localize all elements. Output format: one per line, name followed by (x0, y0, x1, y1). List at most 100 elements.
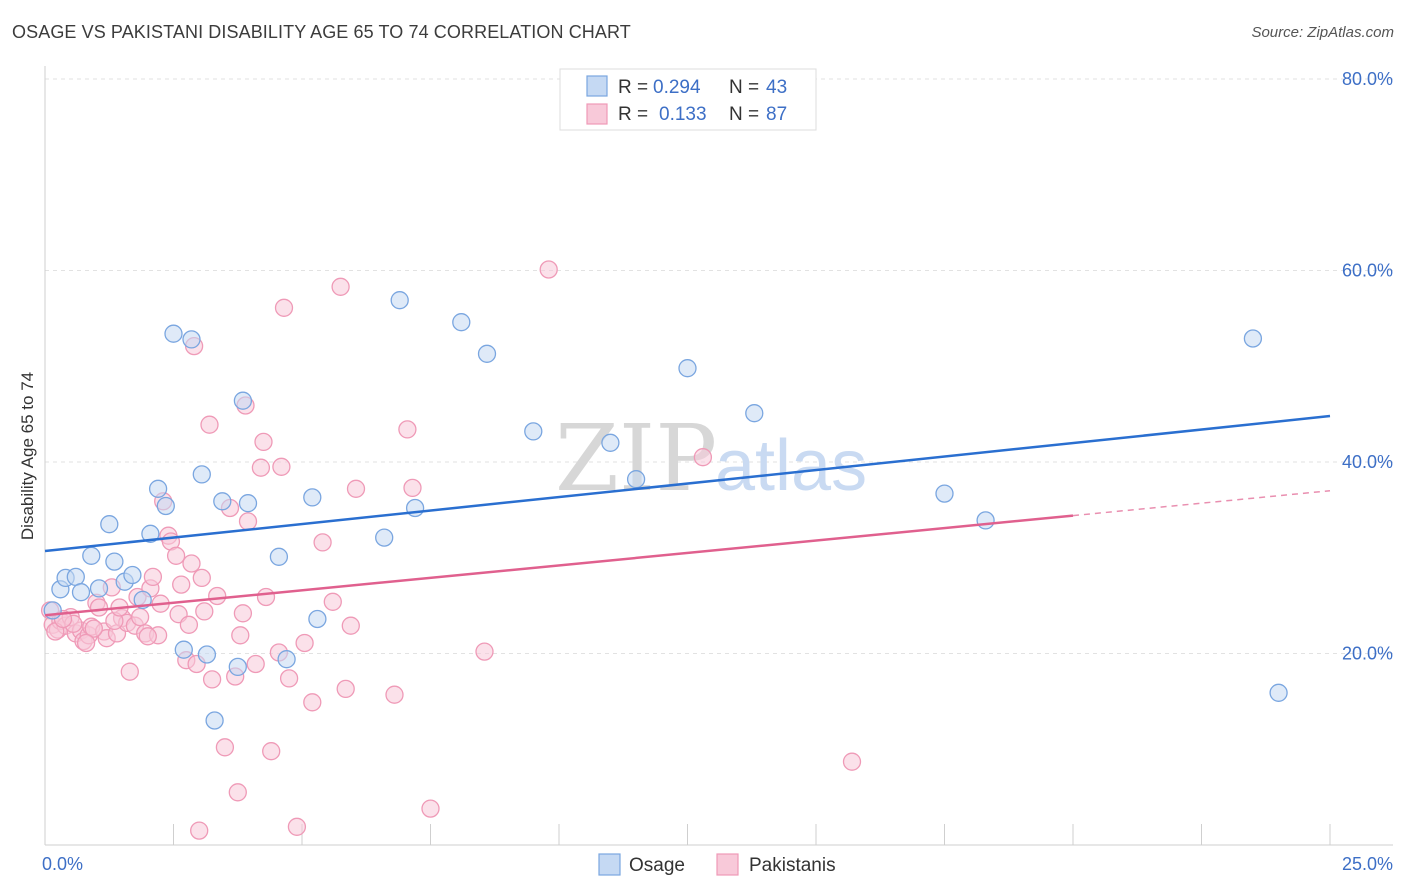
pakistanis-trend-extension (1072, 489, 1331, 517)
osage-point (390, 291, 409, 310)
osage-point (269, 547, 289, 566)
osage-point (148, 479, 168, 498)
pakistanis-point (182, 554, 201, 573)
osage-point (303, 488, 322, 507)
pakistanis-point (208, 586, 227, 606)
pakistanis-point (172, 575, 191, 594)
legend-pakistanis-r-value: 0.133 (659, 104, 707, 125)
pakistanis-point (215, 738, 235, 757)
osage-point (228, 657, 247, 677)
series-legend: Osage Pakistanis (598, 853, 836, 876)
y-axis-label: Disability Age 65 to 74 (18, 372, 37, 540)
legend: R = 0.294 N = 43 R = 0.133 N = 87 (559, 68, 817, 131)
pakistanis-point (228, 783, 247, 802)
pakistanis-point (295, 633, 314, 653)
pakistanis-point (279, 669, 299, 688)
series-legend-osage-swatch (598, 853, 621, 876)
pakistanis-point (76, 633, 96, 653)
osage-point (452, 313, 471, 332)
gridlines (45, 78, 1393, 654)
pakistanis-point (313, 533, 332, 552)
osage-point (524, 422, 543, 441)
pakistanis-point (166, 546, 186, 565)
osage-point (141, 524, 160, 543)
osage-point (66, 567, 85, 587)
watermark-atlas: atlas (715, 426, 867, 506)
y-tick-label: 40.0% (1342, 452, 1393, 472)
pakistanis-point (143, 567, 163, 587)
osage-point (182, 330, 201, 349)
osage-point (71, 583, 91, 602)
pakistanis-point (190, 821, 209, 840)
osage-point (477, 344, 497, 363)
pakistanis-point (200, 415, 219, 434)
pakistanis-point (693, 448, 713, 467)
pakistanis-point (346, 479, 366, 498)
pakistanis-point (254, 432, 273, 452)
x-tick-label: 25.0% (1342, 854, 1393, 874)
y-tick-label: 20.0% (1342, 644, 1393, 664)
osage-point (678, 359, 697, 378)
series-legend-osage-label: Osage (629, 855, 685, 876)
pakistanis-point (130, 607, 150, 627)
series-legend-pakistanis-swatch (716, 853, 739, 876)
osage-point (123, 565, 142, 585)
trend-lines (44, 414, 1331, 617)
pakistanis-point (323, 592, 342, 611)
legend-osage-n-label: N = (729, 77, 759, 98)
osage-point (233, 391, 253, 410)
osage-point (82, 546, 101, 565)
pakistanis-point (274, 298, 294, 317)
legend-osage-r-label: R = (618, 77, 648, 98)
pakistanis-point (842, 752, 862, 771)
osage-point (100, 515, 119, 534)
y-tick-label: 80.0% (1342, 69, 1393, 89)
legend-osage-n-value: 43 (766, 77, 787, 98)
pakistanis-point (421, 799, 440, 818)
osage-point (105, 552, 124, 571)
pakistanis-point (287, 817, 307, 836)
osage-trend-line (44, 414, 1331, 553)
osage-point (192, 465, 211, 484)
pakistanis-point (202, 670, 222, 689)
x-tick-label: 0.0% (42, 854, 83, 874)
pakistanis-point (475, 642, 494, 661)
osage-point (1243, 329, 1263, 348)
osage-point (89, 579, 109, 598)
osage-point (164, 324, 183, 343)
pakistanis-point (331, 277, 350, 296)
pakistanis-point (256, 587, 276, 607)
source-label: Source: ZipAtlas.com (1251, 24, 1394, 41)
pakistanis-trend-line (44, 514, 1074, 617)
pakistanis-point (195, 602, 214, 621)
x-tick-labels: 0.0% 25.0% (42, 854, 1393, 874)
pakistanis-point (336, 679, 355, 699)
pakistanis-point (179, 615, 199, 634)
chart-title: OSAGE VS PAKISTANI DISABILITY AGE 65 TO … (12, 22, 631, 42)
pakistanis-points (40, 260, 862, 840)
pakistanis-point (403, 478, 422, 498)
osage-point (205, 711, 224, 730)
legend-osage-r-value: 0.294 (653, 77, 701, 98)
osage-point (1269, 683, 1288, 702)
osage-point (277, 650, 296, 669)
pakistanis-point (341, 616, 360, 635)
osage-point (626, 470, 646, 489)
legend-pakistanis-n-value: 87 (766, 104, 787, 125)
osage-point (375, 528, 394, 547)
y-tick-label: 60.0% (1342, 261, 1393, 281)
series-legend-pakistanis-label: Pakistanis (749, 855, 836, 876)
osage-point (745, 404, 764, 423)
legend-pakistanis-n-label: N = (729, 104, 759, 125)
pakistanis-point (398, 420, 417, 439)
pakistanis-point (138, 627, 157, 646)
osage-point (935, 484, 954, 503)
pakistanis-point (231, 626, 250, 645)
pakistanis-point (246, 654, 265, 674)
pakistanis-point (120, 662, 139, 681)
osage-point (601, 433, 620, 452)
osage-point (213, 492, 232, 511)
pakistanis-point (84, 619, 103, 638)
pakistanis-point (89, 598, 109, 617)
